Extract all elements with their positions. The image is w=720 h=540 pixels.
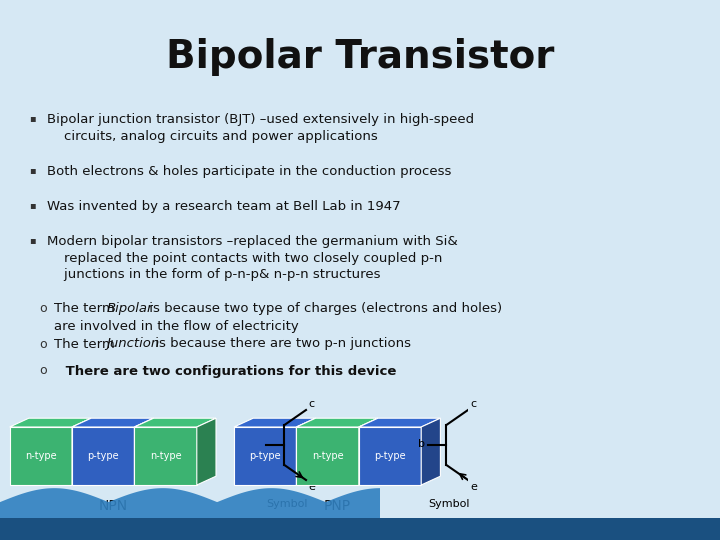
- Text: o: o: [40, 302, 48, 315]
- Text: n-type: n-type: [150, 451, 181, 461]
- Text: Symbol: Symbol: [266, 499, 307, 509]
- Polygon shape: [359, 427, 421, 485]
- Text: The term: The term: [54, 302, 119, 315]
- Text: Both electrons & holes participate in the conduction process: Both electrons & holes participate in th…: [47, 165, 451, 178]
- Text: junctions in the form of p-n-p& n-p-n structures: junctions in the form of p-n-p& n-p-n st…: [47, 268, 380, 281]
- Text: Bipolar junction transistor (BJT) –used extensively in high-speed: Bipolar junction transistor (BJT) –used …: [47, 113, 474, 126]
- Text: Bipolar Transistor: Bipolar Transistor: [166, 38, 554, 76]
- Text: Bipolar: Bipolar: [107, 302, 153, 315]
- Text: PNP: PNP: [323, 499, 351, 513]
- Text: p-type: p-type: [249, 451, 281, 461]
- Text: o: o: [40, 338, 48, 350]
- Text: is because two type of charges (electrons and holes): is because two type of charges (electron…: [145, 302, 503, 315]
- Polygon shape: [359, 418, 378, 485]
- Text: Symbol: Symbol: [428, 499, 469, 509]
- Text: c: c: [470, 399, 477, 409]
- Polygon shape: [72, 418, 91, 485]
- Text: e: e: [308, 482, 315, 492]
- Text: are involved in the flow of electricity: are involved in the flow of electricity: [54, 320, 299, 333]
- FancyBboxPatch shape: [0, 518, 720, 540]
- Polygon shape: [72, 427, 135, 485]
- Polygon shape: [297, 427, 359, 485]
- Text: c: c: [308, 399, 315, 409]
- Text: b: b: [256, 439, 263, 449]
- Polygon shape: [297, 418, 315, 485]
- Text: ▪: ▪: [29, 165, 35, 175]
- Text: n-type: n-type: [25, 451, 57, 461]
- Text: b: b: [418, 439, 425, 449]
- Polygon shape: [72, 418, 153, 427]
- Polygon shape: [421, 418, 441, 485]
- Text: ▪: ▪: [29, 200, 35, 210]
- Text: p-type: p-type: [87, 451, 119, 461]
- Text: replaced the point contacts with two closely coupled p-n: replaced the point contacts with two clo…: [47, 252, 442, 265]
- Polygon shape: [135, 418, 153, 485]
- Text: p-type: p-type: [374, 451, 406, 461]
- Text: n-type: n-type: [312, 451, 343, 461]
- Polygon shape: [234, 418, 315, 427]
- Text: There are two configurations for this device: There are two configurations for this de…: [61, 364, 397, 377]
- Polygon shape: [135, 418, 216, 427]
- Text: is because there are two p-n junctions: is because there are two p-n junctions: [151, 338, 411, 350]
- Text: Was invented by a research team at Bell Lab in 1947: Was invented by a research team at Bell …: [47, 200, 400, 213]
- Text: The term: The term: [54, 338, 119, 350]
- Polygon shape: [9, 418, 91, 427]
- Text: e: e: [470, 482, 477, 492]
- Polygon shape: [135, 427, 197, 485]
- Polygon shape: [234, 427, 297, 485]
- Text: ▪: ▪: [29, 113, 35, 124]
- Text: Modern bipolar transistors –replaced the germanium with Si&: Modern bipolar transistors –replaced the…: [47, 235, 457, 248]
- Polygon shape: [297, 418, 378, 427]
- Text: circuits, analog circuits and power applications: circuits, analog circuits and power appl…: [47, 130, 377, 143]
- Text: NPN: NPN: [98, 499, 127, 513]
- Polygon shape: [359, 418, 441, 427]
- Text: ▪: ▪: [29, 235, 35, 245]
- Polygon shape: [197, 418, 216, 485]
- Text: Junction: Junction: [107, 338, 160, 350]
- Polygon shape: [9, 427, 72, 485]
- Polygon shape: [0, 488, 380, 540]
- Text: o: o: [40, 364, 48, 377]
